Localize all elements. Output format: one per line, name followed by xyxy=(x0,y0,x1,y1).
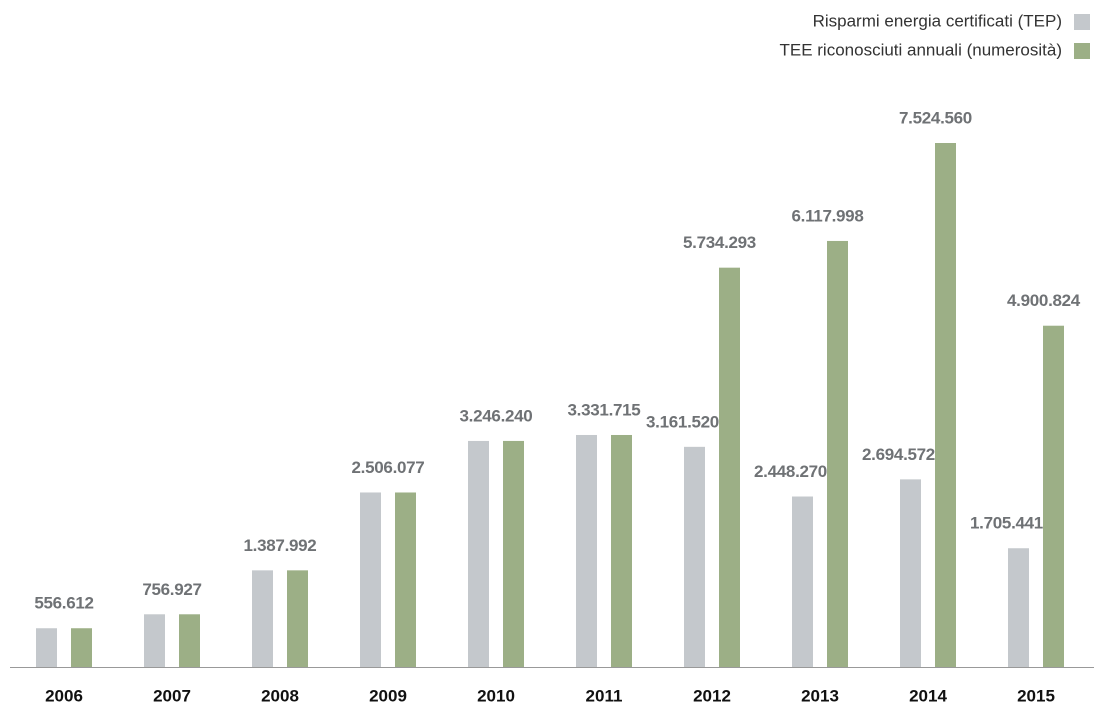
x-tick-label: 2013 xyxy=(801,686,839,705)
value-label: 3.246.240 xyxy=(460,406,533,425)
bar xyxy=(287,570,308,667)
value-label: 756.927 xyxy=(142,580,201,599)
bar xyxy=(719,267,740,667)
bar xyxy=(36,628,57,667)
x-tick-label: 2009 xyxy=(369,686,407,705)
bar xyxy=(1043,325,1064,667)
x-tick-label: 2011 xyxy=(586,686,623,705)
x-tick-label: 2008 xyxy=(261,686,299,705)
value-label: 4.900.824 xyxy=(1007,291,1081,310)
bar xyxy=(360,492,381,667)
x-tick-label: 2015 xyxy=(1017,686,1055,705)
bar xyxy=(468,440,489,667)
bar xyxy=(503,440,524,667)
bar xyxy=(395,492,416,667)
value-label: 6.117.998 xyxy=(792,206,864,225)
bar xyxy=(252,570,273,667)
x-tick-label: 2014 xyxy=(909,686,947,705)
legend-label: Risparmi energia certificati (TEP) xyxy=(813,11,1062,30)
bar xyxy=(684,446,705,667)
bar xyxy=(900,479,921,667)
value-label: 3.331.715 xyxy=(568,400,641,419)
value-label: 5.734.293 xyxy=(683,233,756,252)
x-tick-label: 2010 xyxy=(477,686,515,705)
bar xyxy=(576,434,597,667)
value-label: 2.448.270 xyxy=(754,462,827,481)
value-label: 2.694.572 xyxy=(862,445,935,464)
x-tick-label: 2007 xyxy=(153,686,191,705)
bar xyxy=(71,628,92,667)
value-label: 7.524.560 xyxy=(899,108,972,127)
value-label: 1.387.992 xyxy=(244,536,317,555)
bar xyxy=(144,614,165,667)
bar xyxy=(792,496,813,667)
legend-swatch xyxy=(1074,14,1090,30)
x-tick-label: 2012 xyxy=(693,686,731,705)
value-label: 2.506.077 xyxy=(352,458,425,477)
bar xyxy=(179,614,200,667)
legend-label: TEE riconosciuti annuali (numerosità) xyxy=(779,40,1062,59)
value-label: 1.705.441 xyxy=(970,514,1043,533)
legend-swatch xyxy=(1074,43,1090,59)
bar xyxy=(1008,548,1029,667)
value-label: 556.612 xyxy=(34,594,93,613)
x-tick-label: 2006 xyxy=(45,686,83,705)
bar xyxy=(935,143,956,667)
value-label: 3.161.520 xyxy=(646,412,719,431)
bar xyxy=(611,434,632,667)
bar xyxy=(827,240,848,667)
